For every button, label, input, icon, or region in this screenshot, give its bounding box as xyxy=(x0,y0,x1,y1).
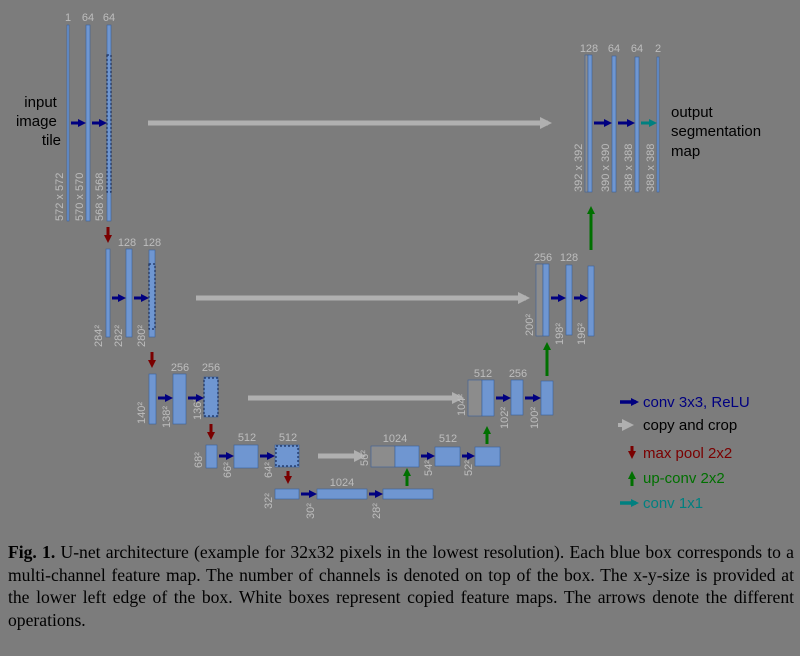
feature-map xyxy=(205,444,218,469)
crop-region xyxy=(203,377,219,417)
size-label: 388 x 388 xyxy=(623,144,635,192)
size-label: 28² xyxy=(371,503,383,519)
legend: conv 3x3, ReLU copy and crop max pool 2x… xyxy=(618,394,750,512)
feature-map xyxy=(611,55,617,193)
copied-feature-map xyxy=(467,379,483,417)
channel-label: 256 xyxy=(509,368,527,380)
feature-map xyxy=(125,248,133,338)
channel-label: 256 xyxy=(202,362,220,374)
crop-region xyxy=(106,54,112,193)
size-label: 104² xyxy=(456,394,468,416)
size-label: 52² xyxy=(463,460,475,476)
channel-label: 512 xyxy=(439,433,457,445)
size-label: 30² xyxy=(305,503,317,519)
feature-map xyxy=(172,373,187,425)
feature-map xyxy=(274,488,300,500)
channel-label: 64 xyxy=(631,43,643,55)
feature-map xyxy=(105,248,111,338)
channel-label: 2 xyxy=(655,43,661,55)
size-label: 570 x 570 xyxy=(74,173,86,221)
feature-map xyxy=(66,24,70,222)
channel-label: 128 xyxy=(118,237,136,249)
channel-label: 128 xyxy=(143,237,161,249)
channel-label: 1024 xyxy=(383,433,407,445)
feature-map xyxy=(481,379,495,417)
feature-map xyxy=(434,446,461,467)
crop-region xyxy=(275,445,299,467)
size-label: 140² xyxy=(136,402,148,424)
feature-map xyxy=(382,488,434,500)
size-label: 392 x 392 xyxy=(573,144,585,192)
copied-feature-map xyxy=(584,54,589,193)
channel-label: 256 xyxy=(171,362,189,374)
input-label: input image tile xyxy=(16,94,61,149)
size-label: 54² xyxy=(423,460,435,476)
feature-map xyxy=(85,24,91,222)
feature-map xyxy=(148,249,156,338)
size-label: 138² xyxy=(161,406,173,428)
size-label: 196² xyxy=(576,323,588,345)
feature-map xyxy=(510,379,524,416)
channel-label: 1 xyxy=(65,12,71,24)
feature-map xyxy=(634,56,640,193)
feature-map xyxy=(316,488,368,500)
legend-conv-label: conv 3x3, ReLU xyxy=(643,394,750,411)
feature-map xyxy=(565,264,573,336)
channel-label: 1024 xyxy=(330,477,354,489)
size-label: 102² xyxy=(499,407,511,429)
channel-label: 64 xyxy=(103,12,115,24)
channel-label: 256 xyxy=(534,252,552,264)
feature-map xyxy=(394,445,420,468)
size-label: 100² xyxy=(529,407,541,429)
channel-label: 512 xyxy=(279,432,297,444)
channel-label: 512 xyxy=(238,432,256,444)
feature-map xyxy=(540,380,554,416)
channel-label: 64 xyxy=(608,43,620,55)
size-label: 568 x 568 xyxy=(94,173,106,221)
feature-map xyxy=(233,444,259,469)
size-label: 136² xyxy=(192,398,204,420)
size-label: 280² xyxy=(136,325,148,347)
feature-map xyxy=(203,376,219,418)
size-label: 388 x 388 xyxy=(645,144,657,192)
feature-map xyxy=(587,265,595,337)
figure-caption: Fig. 1. U-net architecture (example for … xyxy=(8,541,794,631)
size-label: 572 x 572 xyxy=(54,173,66,221)
size-label: 284² xyxy=(93,325,105,347)
output-label: output segmentation map xyxy=(671,104,765,160)
unet-diagram: 1 64 64 572 x 572 570 x 570 568 x 568 in… xyxy=(16,12,765,519)
size-label: 198² xyxy=(554,323,566,345)
size-label: 200² xyxy=(524,314,536,336)
feature-map xyxy=(542,263,550,337)
size-label: 66² xyxy=(222,462,234,478)
size-label: 390 x 390 xyxy=(600,144,612,192)
legend-copy-label: copy and crop xyxy=(643,417,737,434)
feature-map xyxy=(474,446,501,467)
channel-label: 512 xyxy=(474,368,492,380)
size-label: 32² xyxy=(263,493,275,509)
legend-upconv-label: up-conv 2x2 xyxy=(643,470,725,487)
size-label: 56² xyxy=(359,450,371,466)
channel-label: 128 xyxy=(560,252,578,264)
size-label: 64² xyxy=(263,462,275,478)
channel-label: 64 xyxy=(82,12,94,24)
size-label: 282² xyxy=(113,325,125,347)
feature-map xyxy=(274,444,300,468)
feature-map xyxy=(587,54,593,193)
feature-map xyxy=(148,373,157,425)
output-map xyxy=(656,56,660,193)
crop-region xyxy=(148,263,156,330)
caption-label: Fig. 1. xyxy=(8,542,56,562)
caption-text: U-net architecture (example for 32x32 pi… xyxy=(8,542,794,630)
copied-feature-map xyxy=(535,263,544,337)
size-label: 68² xyxy=(193,452,205,468)
channel-label: 128 xyxy=(580,43,598,55)
copied-feature-map xyxy=(370,445,396,468)
legend-conv1x1-label: conv 1x1 xyxy=(643,495,703,512)
legend-pool-label: max pool 2x2 xyxy=(643,445,732,462)
